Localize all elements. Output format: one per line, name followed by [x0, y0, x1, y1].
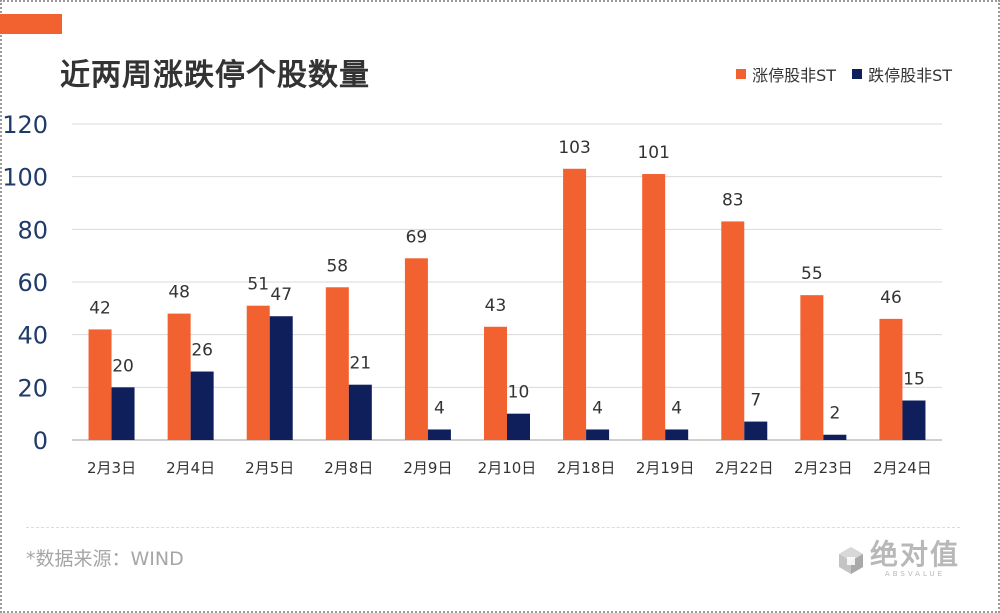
data-label: 42 — [89, 298, 111, 318]
data-label: 10 — [508, 383, 530, 403]
accent-bar — [0, 14, 62, 34]
logo-subtext: ABSVALUE — [884, 570, 946, 578]
bar-limit-down — [348, 384, 372, 440]
legend-item-limit-down: 跌停股非ST — [852, 62, 952, 86]
x-tick-label: 2月8日 — [324, 459, 373, 477]
legend-label-limit-down: 跌停股非ST — [868, 66, 952, 85]
bar-limit-down — [586, 429, 610, 440]
brand-logo: 绝对值 ABSVALUE — [836, 541, 960, 578]
bar-limit-down — [427, 429, 451, 440]
data-label: 69 — [406, 227, 428, 247]
x-tick-label: 2月10日 — [478, 459, 537, 477]
data-label: 43 — [485, 296, 507, 316]
bar-limit-up — [563, 168, 587, 440]
x-tick-label: 2月18日 — [557, 459, 616, 477]
bar-limit-up — [721, 221, 745, 440]
bar-limit-down — [744, 421, 768, 440]
data-label: 58 — [326, 256, 348, 276]
logo-text: 绝对值 — [869, 538, 960, 571]
legend-item-limit-up: 涨停股非ST — [736, 62, 836, 86]
y-tick-label: 60 — [17, 269, 48, 297]
data-label: 20 — [112, 356, 134, 376]
bar-limit-up — [325, 287, 349, 440]
bar-limit-up — [246, 305, 270, 440]
data-label: 2 — [829, 404, 840, 424]
x-tick-label: 2月4日 — [166, 459, 215, 477]
data-label: 46 — [880, 288, 902, 308]
data-label: 4 — [671, 398, 682, 418]
bar-limit-up — [167, 313, 191, 440]
y-tick-label: 0 — [33, 427, 48, 455]
bar-limit-down — [665, 429, 689, 440]
x-tick-label: 2月3日 — [87, 459, 136, 477]
data-label: 4 — [434, 398, 445, 418]
x-tick-label: 2月9日 — [403, 459, 452, 477]
cube-icon — [838, 546, 863, 574]
bar-limit-up — [879, 318, 903, 440]
chart-title: 近两周涨跌停个股数量 — [60, 58, 370, 93]
y-tick-label: 120 — [2, 111, 48, 139]
data-label: 26 — [191, 341, 213, 361]
bar-limit-up — [484, 326, 507, 440]
data-label: 7 — [750, 391, 761, 411]
bar-limit-up — [642, 174, 666, 441]
bar-limit-down — [902, 400, 926, 440]
data-label: 55 — [801, 264, 823, 284]
bar-limit-down — [111, 387, 135, 440]
bar-limit-up — [88, 329, 112, 440]
bar-limit-down — [507, 413, 530, 440]
legend-label-limit-up: 涨停股非ST — [752, 66, 837, 85]
legend-swatch-limit-up — [736, 69, 747, 79]
source-note: *数据来源：WIND — [26, 548, 184, 570]
data-label: 15 — [903, 370, 925, 390]
x-tick-label: 2月5日 — [245, 459, 294, 477]
data-label: 21 — [349, 354, 371, 374]
bar-limit-down — [190, 371, 214, 440]
y-tick-label: 20 — [17, 374, 48, 402]
y-tick-label: 40 — [17, 322, 48, 350]
footer-divider — [26, 527, 960, 528]
data-label: 4 — [592, 398, 603, 418]
y-tick-label: 80 — [17, 216, 48, 244]
bar-limit-down — [823, 434, 847, 440]
legend: 涨停股非ST 跌停股非ST — [736, 62, 952, 86]
data-label: 51 — [247, 275, 269, 295]
x-tick-label: 2月23日 — [794, 459, 853, 477]
data-label: 48 — [168, 283, 190, 303]
bar-limit-up — [800, 295, 824, 440]
x-tick-label: 2月24日 — [873, 459, 932, 477]
x-tick-label: 2月22日 — [715, 459, 774, 477]
x-tick-label: 2月19日 — [636, 459, 695, 477]
bar-limit-up — [404, 258, 428, 440]
data-label: 103 — [558, 138, 590, 158]
data-label: 47 — [270, 285, 292, 305]
logo-text-group: 绝对值 ABSVALUE — [869, 538, 960, 579]
data-label: 101 — [637, 143, 669, 163]
data-label: 83 — [722, 190, 744, 210]
legend-swatch-limit-down — [852, 69, 863, 79]
y-tick-label: 100 — [2, 164, 48, 192]
bar-limit-down — [269, 316, 293, 440]
